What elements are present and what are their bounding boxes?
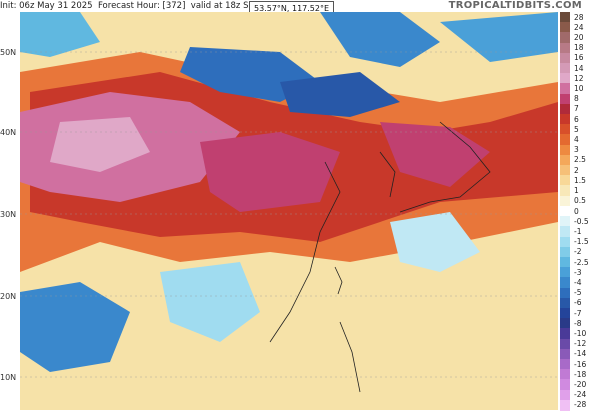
scale-swatch bbox=[560, 165, 570, 177]
scale-swatch bbox=[560, 12, 570, 23]
scale-swatch bbox=[560, 32, 570, 44]
scale-tick-label: -10 bbox=[574, 328, 587, 338]
scale-tick-label: -12 bbox=[574, 339, 587, 349]
scale-tick-label: -20 bbox=[574, 379, 587, 389]
scale-swatch bbox=[560, 369, 570, 381]
valid-label: valid at 18z Sun, bbox=[190, 1, 262, 11]
scale-tick-label: -24 bbox=[574, 390, 587, 400]
scale-swatch bbox=[560, 134, 570, 146]
brand-label[interactable]: TROPICALTIDBITS.COM bbox=[448, 0, 582, 11]
lat-label-20n: 20N bbox=[0, 292, 17, 301]
scale-tick-label: 1.5 bbox=[574, 175, 586, 185]
scale-tick-label: 16 bbox=[574, 53, 584, 63]
scale-tick-label: 12 bbox=[574, 73, 584, 83]
scale-swatch bbox=[560, 348, 570, 360]
scale-tick-label: -14 bbox=[574, 349, 587, 359]
scale-swatch bbox=[560, 42, 570, 54]
scale-swatch bbox=[560, 93, 570, 105]
scale-tick-label: -18 bbox=[574, 369, 587, 379]
scale-swatch bbox=[560, 379, 570, 391]
scale-swatch bbox=[560, 185, 570, 197]
scale-swatch bbox=[560, 103, 570, 115]
scale-tick-label: 7 bbox=[574, 104, 579, 114]
scale-tick-label: 2 bbox=[574, 165, 579, 175]
scale-swatch bbox=[560, 267, 570, 279]
scale-tick-label: -1 bbox=[574, 226, 582, 236]
scale-tick-label: 0 bbox=[574, 206, 579, 216]
scale-tick-label: -28 bbox=[574, 400, 587, 410]
scale-swatch bbox=[560, 246, 570, 258]
scale-tick-label: 1 bbox=[574, 186, 579, 196]
scale-tick-label: 0.5 bbox=[574, 196, 586, 206]
scale-swatch bbox=[560, 154, 570, 166]
lat-label-10n: 10N bbox=[0, 373, 17, 382]
scale-tick-label: -6 bbox=[574, 298, 582, 308]
scale-tick-label: 4 bbox=[574, 135, 579, 145]
forecast-hour-label: Forecast Hour: [372] bbox=[97, 1, 186, 11]
scale-tick-label: -1.5 bbox=[574, 237, 589, 247]
scale-swatch bbox=[560, 175, 570, 187]
scale-tick-label: 24 bbox=[574, 22, 584, 32]
scale-swatch bbox=[560, 195, 570, 207]
scale-tick-label: 8 bbox=[574, 94, 579, 104]
scale-swatch bbox=[560, 318, 570, 330]
scale-swatch bbox=[560, 287, 570, 299]
scale-swatch bbox=[560, 73, 570, 85]
scale-tick-label: -16 bbox=[574, 359, 587, 369]
scale-tick-label: 18 bbox=[574, 43, 584, 53]
lat-label-40n: 40N bbox=[0, 128, 17, 137]
scale-swatch bbox=[560, 389, 570, 401]
scale-tick-label: 6 bbox=[574, 114, 579, 124]
scale-tick-label: 10 bbox=[574, 84, 584, 94]
temperature-anomaly-map[interactable] bbox=[20, 12, 558, 410]
scale-tick-label: 14 bbox=[574, 63, 584, 73]
scale-tick-label: -7 bbox=[574, 308, 582, 318]
scale-tick-label: -2.5 bbox=[574, 257, 589, 267]
header-line: Init: 06z May 31 2025 Forecast Hour: [37… bbox=[0, 0, 262, 12]
scale-tick-label: -5 bbox=[574, 288, 582, 298]
scale-swatch bbox=[560, 277, 570, 289]
anomaly-field bbox=[20, 12, 558, 410]
init-label: Init: 06z May 31 2025 bbox=[0, 1, 93, 11]
scale-swatch bbox=[560, 328, 570, 340]
scale-swatch bbox=[560, 144, 570, 156]
scale-swatch bbox=[560, 114, 570, 126]
scale-swatch bbox=[560, 256, 570, 268]
scale-tick-label: 2.5 bbox=[574, 155, 586, 165]
scale-swatch bbox=[560, 226, 570, 238]
scale-swatch bbox=[560, 124, 570, 136]
lat-label-50n: 50N bbox=[0, 48, 17, 57]
scale-tick-label: 20 bbox=[574, 33, 584, 42]
scale-swatch bbox=[560, 216, 570, 228]
scale-tick-label: -3 bbox=[574, 267, 582, 277]
color-scale-legend: 28 24 20 18 16 14 12 10 8 7 6 5 4 3 2.5 2 1.5 1 0.5 0 -0.5 -1… bbox=[560, 12, 590, 411]
scale-tick-label: -4 bbox=[574, 277, 582, 287]
scale-tick-label: -8 bbox=[574, 318, 582, 328]
scale-swatch bbox=[560, 52, 570, 64]
scale-swatch bbox=[560, 338, 570, 350]
scale-swatch bbox=[560, 358, 570, 370]
scale-swatch bbox=[560, 236, 570, 248]
scale-swatch bbox=[560, 83, 570, 95]
scale-swatch bbox=[560, 63, 570, 75]
scale-tick-label: -2 bbox=[574, 247, 582, 257]
scale-swatch bbox=[560, 307, 570, 319]
scale-tick-label: 28 bbox=[574, 12, 584, 22]
scale-tick-label: 3 bbox=[574, 145, 579, 155]
scale-swatch bbox=[560, 22, 570, 34]
scale-tick-label: 5 bbox=[574, 124, 579, 134]
scale-tick-label: -0.5 bbox=[574, 216, 589, 226]
scale-swatch bbox=[560, 399, 570, 411]
scale-swatch bbox=[560, 297, 570, 309]
scale-swatch bbox=[560, 205, 570, 217]
lat-label-30n: 30N bbox=[0, 210, 17, 219]
